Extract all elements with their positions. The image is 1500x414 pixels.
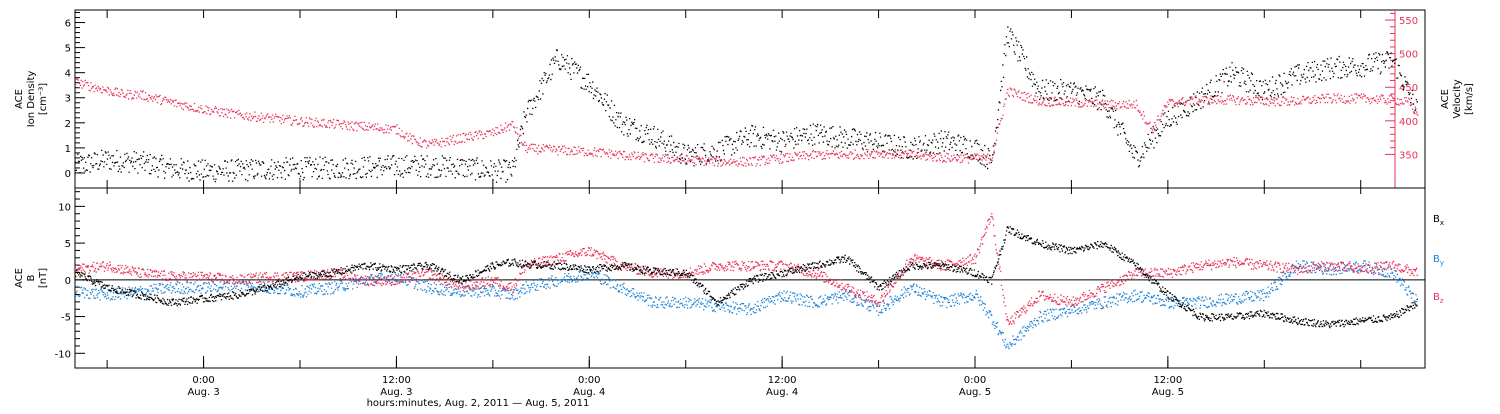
density-tick-label: 6: [65, 19, 71, 30]
x-tick-time: 12:00: [768, 375, 797, 386]
velocity-tick-label: 350: [1399, 150, 1418, 161]
bx-points: [75, 226, 1418, 329]
x-tick-date: Aug. 4: [766, 387, 798, 398]
density-tick-label: 2: [65, 119, 71, 130]
velocity-axis-title: [km/s]: [1464, 83, 1475, 115]
b-tick-label: 5: [65, 239, 71, 250]
legend-bz: Bz: [1433, 292, 1444, 305]
legend-by: By: [1433, 254, 1444, 267]
velocity-tick-label: 550: [1399, 16, 1418, 27]
velocity-points: [75, 78, 1419, 167]
by-points: [75, 260, 1418, 350]
x-tick-date: Aug. 5: [1152, 387, 1184, 398]
x-tick-date: Aug. 5: [959, 387, 991, 398]
density-tick-label: 1: [65, 144, 71, 155]
velocity-axis-title: ACE: [1440, 89, 1451, 109]
bx-series: [75, 226, 1418, 329]
x-tick-date: Aug. 3: [187, 387, 219, 398]
density-tick-label: 4: [65, 69, 71, 80]
b-axis-title: B: [26, 274, 37, 281]
x-tick-time: 12:00: [382, 375, 411, 386]
b-tick-label: 10: [58, 202, 71, 213]
x-tick-time: 0:00: [192, 375, 214, 386]
top-plot-area: [75, 26, 1419, 183]
x-tick-date: Aug. 3: [380, 387, 412, 398]
by-series: [75, 260, 1418, 350]
x-tick-time: 0:00: [964, 375, 986, 386]
x-tick-date: Aug. 4: [573, 387, 605, 398]
velocity-axis-title: Velocity: [1452, 79, 1463, 118]
velocity-series: [75, 78, 1419, 167]
bottom-plot-area: [75, 213, 1418, 350]
b-axis-title: ACE: [14, 268, 25, 288]
bottom-panel-frame: [74, 187, 1426, 369]
density-axis-title: [cm⁻³]: [38, 83, 49, 115]
velocity-tick-label: 450: [1399, 83, 1418, 94]
density-axis-title: ACE: [14, 89, 25, 109]
density-tick-label: 5: [65, 44, 71, 55]
b-tick-label: 0: [65, 276, 71, 287]
b-axis-title: [nT]: [38, 268, 49, 288]
density-axis-title: Ion Density: [26, 71, 37, 128]
b-tick-label: -10: [55, 349, 71, 360]
x-tick-time: 12:00: [1153, 375, 1182, 386]
density-tick-label: 3: [65, 94, 71, 105]
b-tick-label: -5: [61, 313, 71, 324]
bottom-panel: -10 -5 0 5 10 ACE B [nT] Bx By Bz: [14, 187, 1444, 369]
x-axis-label: hours:minutes, Aug. 2, 2011 — Aug. 5, 20…: [367, 398, 590, 409]
density-tick-label: 0: [65, 169, 71, 180]
velocity-tick-label: 500: [1399, 50, 1418, 61]
velocity-tick-label: 400: [1399, 117, 1418, 128]
x-tick-time: 0:00: [578, 375, 600, 386]
legend-bx: Bx: [1433, 214, 1444, 227]
